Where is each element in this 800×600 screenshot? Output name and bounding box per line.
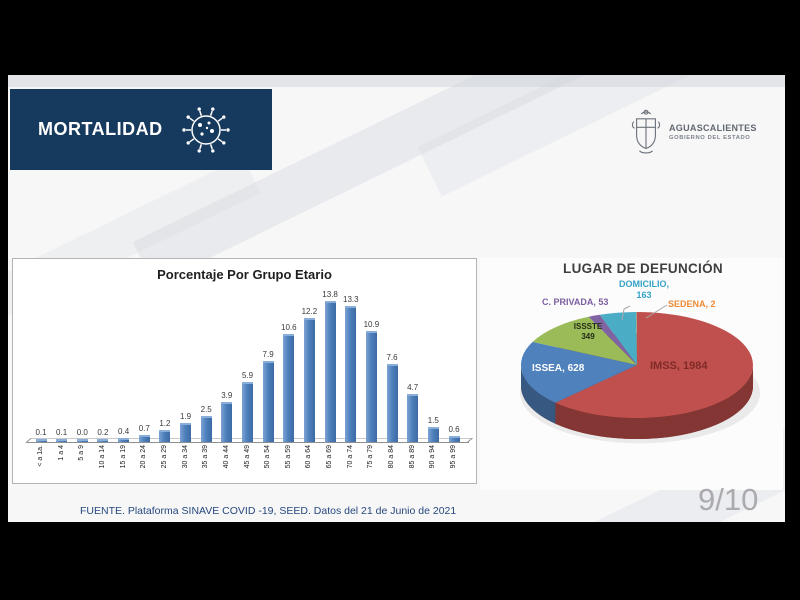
- bar: [324, 301, 336, 442]
- bar-value-label: 0.2: [97, 428, 109, 437]
- bar-chart-title: Porcentaje Por Grupo Etario: [157, 267, 332, 282]
- logo-text: AGUASCALIENTES GOBIERNO DEL ESTADO: [669, 123, 757, 141]
- pie-label-domicilio: DOMICILIO, 163: [619, 279, 669, 300]
- bar-value-label: 7.6: [386, 353, 398, 362]
- bar-axis-label: 10 a 14: [98, 445, 106, 469]
- bar-axis-label: 15 a 19: [119, 445, 127, 469]
- bar-value-label: 10.6: [281, 323, 297, 332]
- top-strip: [8, 75, 785, 87]
- bar: [448, 436, 460, 442]
- source-footnote: FUENTE. Plataforma SINAVE COVID -19, SEE…: [80, 505, 457, 517]
- pie-slice-sedena: [636, 311, 637, 365]
- government-logo: AGUASCALIENTES GOBIERNO DEL ESTADO: [630, 108, 757, 156]
- pie-side-issea: [521, 365, 556, 424]
- pie-label-sedena: SEDENA, 2: [668, 299, 716, 309]
- bar: [159, 430, 171, 442]
- bar: [56, 439, 68, 442]
- bar-value-label: 0.1: [35, 428, 47, 437]
- logo-subtitle: GOBIERNO DEL ESTADO: [669, 135, 751, 141]
- bar: [200, 416, 212, 442]
- pie-chart-title: LUGAR DE DEFUNCIÓN: [563, 261, 723, 276]
- pie-slice-imss: [555, 312, 753, 418]
- bar-axis-label: 5 a 9: [78, 445, 86, 461]
- pie-slice-issste: [532, 316, 637, 365]
- bar-value-label: 0.0: [76, 428, 88, 437]
- bar-value-label: 13.8: [322, 290, 338, 299]
- bar: [303, 318, 315, 442]
- bar-value-label: 0.7: [138, 424, 150, 433]
- bar-value-label: 5.9: [241, 371, 254, 380]
- bar-value-label: 1.2: [159, 419, 171, 428]
- pie-chart: [520, 304, 760, 444]
- bar: [138, 435, 150, 442]
- bar-chart-plot: 0.1 < a 1a. 0.1 1 a 4 0.0 5 a 9 0.2 10 a 14 0.4 1…: [13, 259, 476, 483]
- bar-axis-label: 50 a 54: [264, 445, 272, 469]
- pie-slice-domicilio: [599, 312, 637, 365]
- bar: [242, 382, 253, 442]
- bar-value-label: 13.3: [343, 295, 359, 304]
- bar-value-label: 1.5: [427, 416, 439, 425]
- bar-axis-label: 25 a 29: [160, 445, 168, 469]
- bar-value-label: 0.6: [448, 425, 460, 434]
- bar: [262, 361, 274, 442]
- bar-axis-label: 40 a 44: [222, 445, 230, 469]
- pie-label-c-privada: C. PRIVADA, 53: [542, 297, 609, 307]
- bar: [180, 423, 191, 442]
- bar: [97, 439, 109, 442]
- bar-value-label: 0.4: [118, 427, 130, 436]
- bar: [365, 331, 377, 442]
- pie-label-issea: ISSEA, 628: [532, 363, 585, 374]
- bar-axis-label: 1 a 4: [57, 445, 65, 461]
- bar-axis-label: 85 a 89: [408, 445, 416, 469]
- bar-axis-label: 35 a 39: [202, 445, 210, 469]
- bar: [345, 306, 357, 442]
- bar-axis-label: 60 a 64: [305, 445, 313, 469]
- bar: [35, 439, 47, 442]
- bar-axis-label: 75 a 79: [367, 445, 375, 469]
- bar: [407, 394, 419, 442]
- logo-name: AGUASCALIENTES: [669, 123, 757, 133]
- bar-value-label: 2.5: [200, 405, 212, 414]
- presentation-slide: MORTALIDAD: [8, 75, 785, 522]
- bar-value-label: 0.1: [56, 428, 68, 437]
- bar-axis-label: 45 a 49: [243, 445, 251, 469]
- coronavirus-icon: [181, 106, 230, 153]
- bar: [221, 402, 233, 442]
- bar-value-label: 1.9: [179, 412, 192, 421]
- bar-value-label: 4.7: [407, 383, 419, 392]
- bar-value-label: 12.2: [301, 307, 318, 316]
- bar-value-label: 10.9: [363, 320, 380, 329]
- bar-axis-label: < a 1a.: [37, 445, 44, 467]
- bar: [283, 334, 295, 442]
- bar-axis-label: 30 a 34: [181, 445, 189, 469]
- pie-slice-issea: [520, 341, 637, 403]
- bar-axis-label: 90 a 94: [429, 445, 437, 469]
- slide-header: MORTALIDAD: [10, 89, 272, 170]
- x-axis-line: [27, 442, 469, 443]
- pie-label-issste: ISSSTE 349: [573, 322, 603, 341]
- bar-value-label: 3.9: [221, 391, 233, 400]
- pie-leader-lines: [621, 304, 668, 321]
- pie-side-imss: [555, 365, 753, 440]
- bar-axis-label: 65 a 69: [326, 445, 334, 469]
- bar-axis-label: 20 a 24: [140, 445, 148, 469]
- bar-chart-panel: Porcentaje Por Grupo Etario 0.1 < a 1a. 0.…: [12, 258, 477, 484]
- bar-axis-label: 95 a 99: [450, 445, 457, 469]
- bar-axis-label: 70 a 74: [346, 445, 354, 469]
- pie-slice-c-privada: [588, 314, 637, 365]
- slide-title: MORTALIDAD: [38, 119, 163, 139]
- bar-value-label: 7.9: [262, 350, 274, 359]
- pie-label-imss: IMSS, 1984: [650, 360, 708, 372]
- page-indicator: 9/10: [698, 482, 759, 517]
- bar: [386, 364, 398, 442]
- bar-axis-label: 80 a 84: [388, 445, 395, 469]
- bar: [427, 427, 439, 442]
- coat-of-arms-icon: [631, 109, 661, 154]
- bar: [118, 438, 130, 442]
- bar: [76, 439, 88, 442]
- bar-axis-label: 55 a 59: [284, 445, 292, 469]
